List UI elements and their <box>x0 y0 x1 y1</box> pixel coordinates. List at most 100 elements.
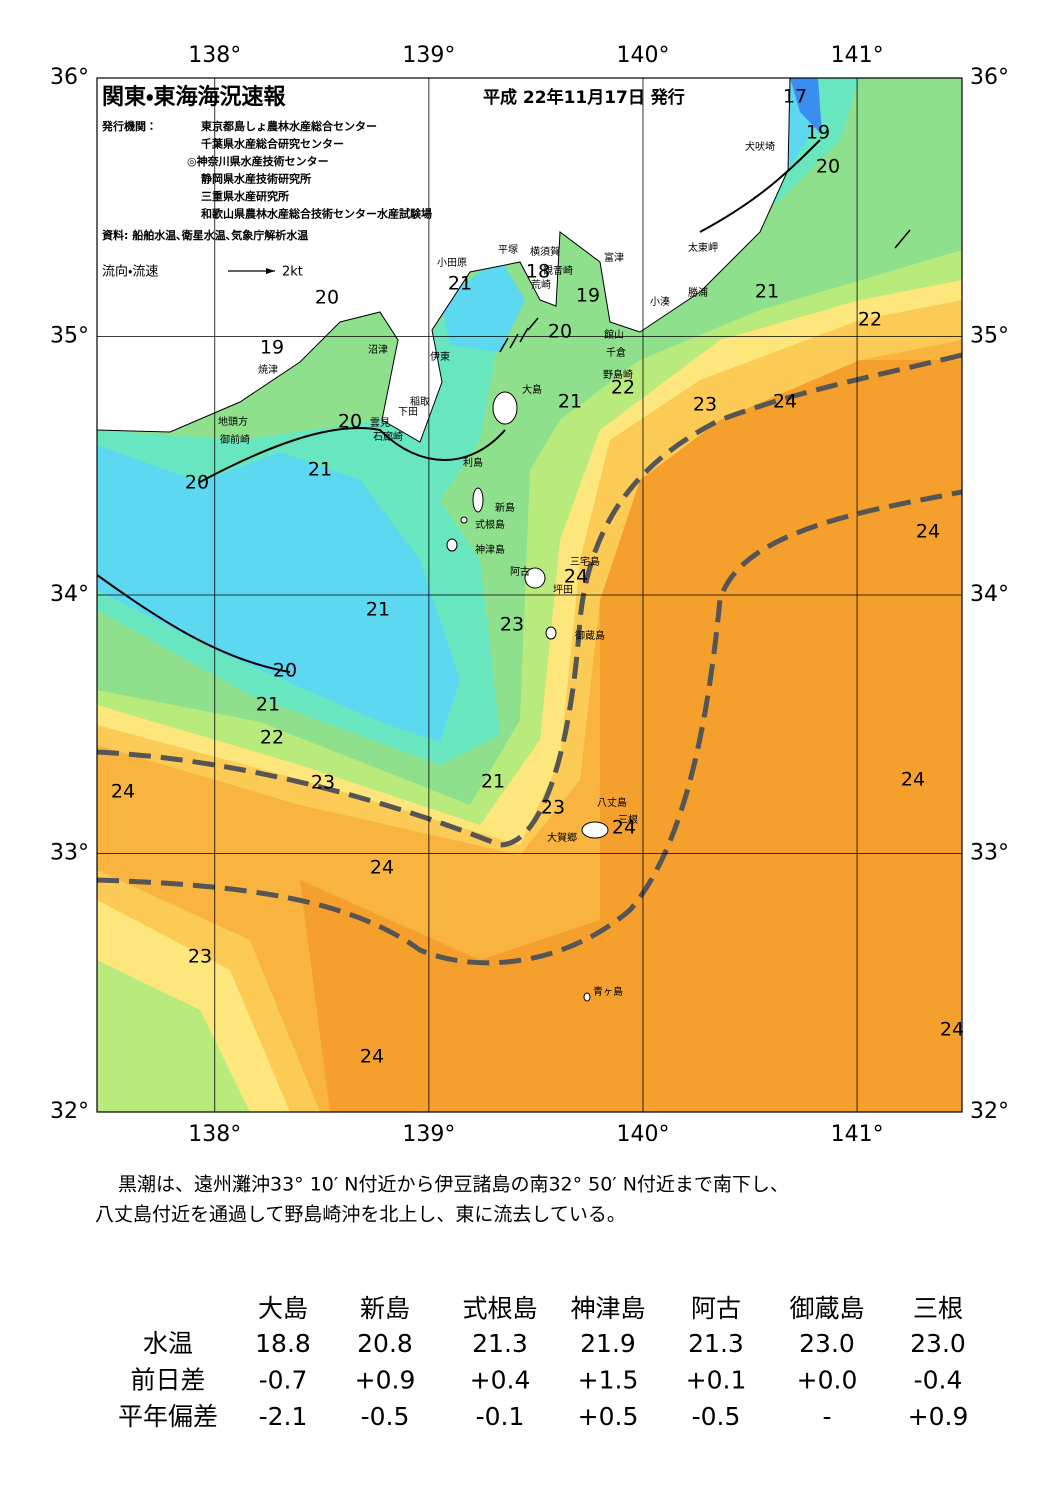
column-header: 大島 <box>258 1294 308 1323</box>
isotherm <box>97 574 291 673</box>
cell: 21.3 <box>688 1329 744 1358</box>
cell: 23.0 <box>799 1329 855 1358</box>
description-line: 八丈島付近を通過して野島崎沖を北上し、東に流去している。 <box>95 1204 626 1226</box>
isotherm-label: 20 <box>338 411 362 433</box>
column-header: 阿古 <box>691 1294 741 1323</box>
isotherm-label: 24 <box>916 521 940 543</box>
cell: +0.9 <box>355 1366 416 1395</box>
isotherm-label: 23 <box>188 946 212 968</box>
current-arrows <box>499 229 911 353</box>
cell: 21.3 <box>472 1329 528 1358</box>
isotherm-label: 24 <box>612 817 636 839</box>
column-header: 御蔵島 <box>789 1294 864 1323</box>
issuer-label: 発行機関： <box>101 119 157 133</box>
isotherm-label: 21 <box>366 599 390 621</box>
lon-label: 138° <box>188 1122 241 1147</box>
legend-label: 流向・流速 <box>102 264 158 280</box>
cell: 21.9 <box>580 1329 636 1358</box>
cell: 18.8 <box>255 1329 311 1358</box>
sea-band <box>97 445 460 742</box>
lat-label: 34° <box>970 582 1009 607</box>
lon-label: 138° <box>188 43 241 68</box>
issuer: 東京都島しょ農林水産総合センター <box>201 119 377 133</box>
isotherm-label: 19 <box>576 285 600 307</box>
isotherm-label: 20 <box>315 287 339 309</box>
place-name: 阿古 <box>510 565 530 578</box>
issuer: ◎神奈川県水産技術センター <box>187 154 329 168</box>
isotherm-label: 19 <box>806 122 830 144</box>
place-name: 富津 <box>604 251 624 264</box>
cell: -2.1 <box>259 1402 308 1431</box>
place-name: 御前崎 <box>220 433 250 446</box>
place-name: 下田 <box>398 407 418 418</box>
isotherm-label: 21 <box>558 391 582 413</box>
isotherm-label: 24 <box>901 769 925 791</box>
lon-label: 140° <box>616 43 669 68</box>
place-name: 八丈島 <box>597 796 627 809</box>
cell: -0.1 <box>476 1402 525 1431</box>
isotherm-label: 24 <box>360 1046 384 1068</box>
place-name: 小田原 <box>437 257 467 269</box>
place-name: 横須賀 <box>530 245 560 258</box>
place-name: 荒崎 <box>531 278 551 291</box>
cell: +0.9 <box>908 1402 969 1431</box>
place-name: 太東岬 <box>688 241 718 254</box>
lon-label: 139° <box>402 1122 455 1147</box>
cell: 23.0 <box>910 1329 966 1358</box>
kuroshio-axis <box>97 489 962 966</box>
cell: -0.5 <box>361 1402 410 1431</box>
place-name: 平塚 <box>498 244 518 256</box>
lon-label: 140° <box>616 1122 669 1147</box>
place-name: 千倉 <box>606 347 626 359</box>
cell: -0.7 <box>259 1366 308 1395</box>
isotherm-label: 20 <box>185 472 209 494</box>
isotherm-label: 23 <box>693 394 717 416</box>
lat-label: 32° <box>970 1099 1009 1124</box>
island <box>583 992 591 1002</box>
island <box>446 538 458 552</box>
place-name: 稲取 <box>410 396 430 408</box>
place-name: 式根島 <box>475 518 505 531</box>
row-label: 平年偏差 <box>118 1402 218 1431</box>
legend-arrowhead <box>266 268 275 274</box>
place-name: 沼津 <box>368 343 388 356</box>
column-header: 三根 <box>913 1294 963 1323</box>
place-name: 雲見 <box>370 417 390 429</box>
isotherm-label: 21 <box>448 273 472 295</box>
lat-label: 35° <box>970 324 1009 349</box>
issuer: 千葉県水産総合研究センター <box>201 137 344 151</box>
data-source: 資料: 船舶水温､衛星水温､気象庁解析水温 <box>102 228 308 242</box>
isotherm-label: 24 <box>370 857 394 879</box>
isotherm-label: 24 <box>111 781 135 803</box>
place-name: 小湊 <box>650 295 670 308</box>
sea-core <box>300 360 962 1112</box>
cell: +1.5 <box>578 1366 639 1395</box>
isotherm-label: 21 <box>481 771 505 793</box>
column-header: 式根島 <box>462 1294 537 1323</box>
row-label: 前日差 <box>130 1366 205 1395</box>
sea-band <box>440 258 525 352</box>
lon-label: 141° <box>831 1122 884 1147</box>
place-name: 新島 <box>495 501 515 514</box>
island <box>492 391 518 425</box>
isotherm <box>699 139 821 233</box>
isotherm-label: 24 <box>940 1019 964 1041</box>
sea-band <box>97 960 250 1112</box>
kuroshio-axis <box>97 352 962 848</box>
isotherm-label: 24 <box>564 566 588 588</box>
issuer: 静岡県水産技術研究所 <box>201 172 311 186</box>
island <box>545 626 557 640</box>
place-name: 観音崎 <box>543 264 573 277</box>
place-name: 御蔵島 <box>575 629 605 642</box>
cell: +0.0 <box>797 1366 858 1395</box>
sea-band <box>790 78 822 135</box>
island <box>472 487 484 513</box>
isotherm-label: 21 <box>256 694 280 716</box>
island <box>460 516 468 524</box>
isotherm-label: 23 <box>541 797 565 819</box>
issuer: 三重県水産研究所 <box>201 189 289 203</box>
